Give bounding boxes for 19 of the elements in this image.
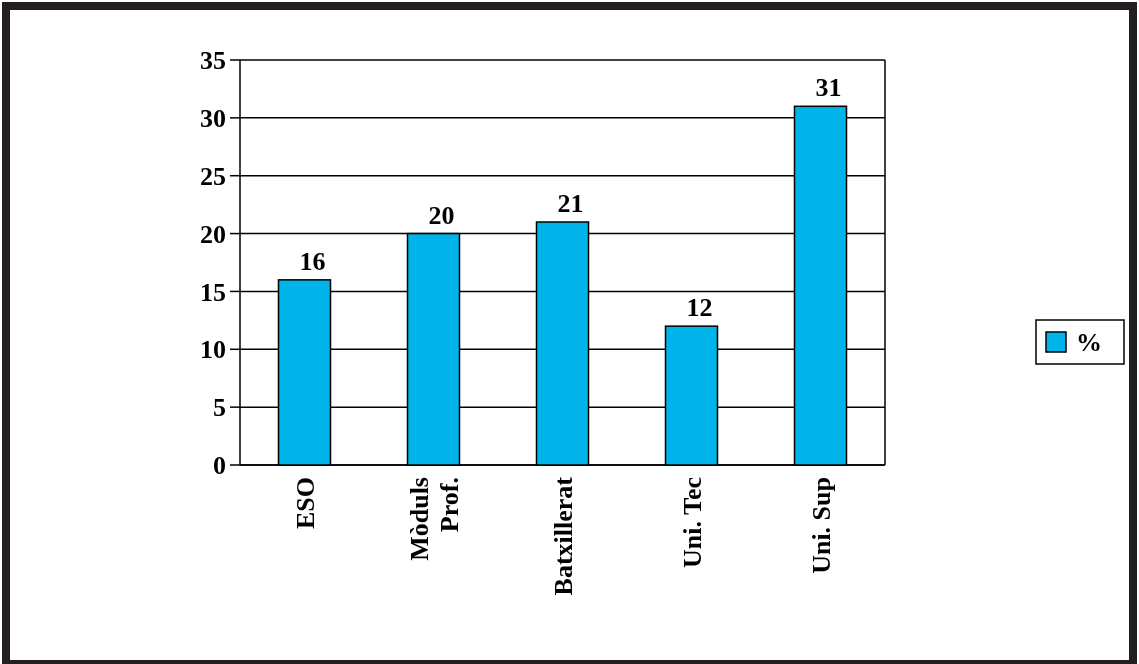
y-tick-label: 25: [200, 161, 226, 191]
x-tick-label: Uni. Sup: [806, 477, 836, 574]
data-label: 12: [686, 293, 713, 323]
data-label: 31: [815, 73, 842, 103]
y-tick-label: 20: [200, 219, 226, 249]
legend-label: %: [1076, 328, 1102, 358]
x-tick-label: Uni. Tec: [677, 477, 707, 569]
y-tick-label: 30: [200, 103, 226, 133]
y-tick-label: 5: [213, 393, 226, 423]
data-label: 20: [428, 200, 455, 230]
x-tick-label: ESO: [290, 477, 320, 530]
y-tick-label: 0: [213, 451, 226, 481]
x-tick-label: Mòduls Prof.: [404, 477, 464, 561]
data-label: 21: [557, 189, 584, 218]
x-tick-label: Batxillerat: [548, 476, 578, 596]
data-label: 16: [299, 246, 326, 276]
y-tick-label: 35: [200, 46, 226, 76]
y-tick-label: 10: [200, 335, 226, 365]
y-tick-label: 15: [200, 277, 226, 307]
